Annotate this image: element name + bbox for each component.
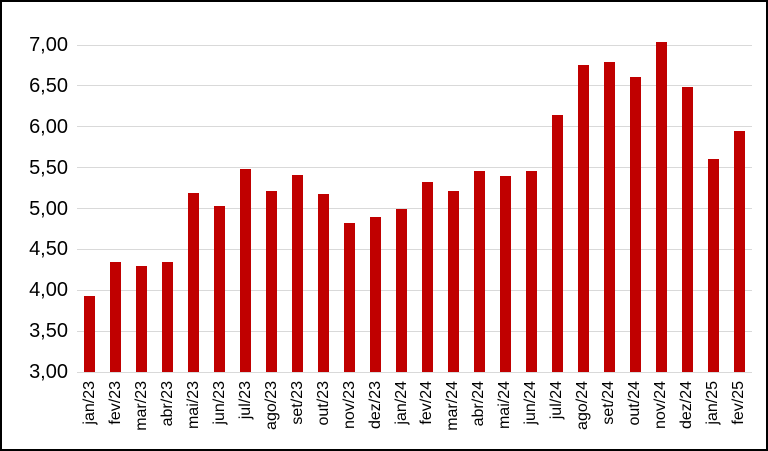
y-tick-label-7,00: 7,00	[29, 34, 68, 56]
x-tick-label-set/24: set/24	[600, 381, 618, 425]
x-tick-label-abr/24: abr/24	[470, 381, 488, 427]
y-tick-label-5,50: 5,50	[29, 156, 68, 179]
bar-jun/24	[525, 170, 537, 372]
x-tick-label-jan/25: jan/25	[704, 381, 722, 425]
y-tick-label-3,50: 3,50	[29, 320, 68, 343]
bar-fev/23	[110, 262, 122, 372]
bar-mar/23	[136, 265, 148, 372]
bar-jan/24	[396, 209, 408, 372]
bar-nov/23	[344, 223, 356, 372]
bar-nov/24	[655, 41, 667, 372]
x-tick-label-mai/23: mai/23	[184, 381, 202, 430]
x-tick-label-mar/23: mar/23	[132, 381, 150, 431]
bar-jan/23	[84, 295, 96, 372]
bar-abr/23	[162, 261, 174, 372]
bar-dez/24	[681, 86, 693, 372]
bar-out/24	[629, 76, 641, 372]
x-tick-label-dez/23: dez/23	[366, 381, 384, 430]
bar-jul/24	[551, 115, 563, 372]
x-tick-label-jul/24: jul/24	[548, 381, 566, 420]
bar-dez/23	[370, 217, 382, 372]
bar-jun/23	[214, 206, 226, 372]
bar-set/23	[292, 174, 304, 372]
x-tick-label-fev/24: fev/24	[418, 381, 436, 425]
x-tick-label-ago/23: ago/23	[262, 381, 280, 430]
bar-out/23	[318, 193, 330, 372]
bar-abr/24	[473, 170, 485, 372]
x-tick-label-dez/24: dez/24	[678, 381, 696, 430]
bar-mai/23	[188, 192, 200, 372]
bar-ago/24	[577, 65, 589, 372]
x-tick-label-ago/24: ago/24	[574, 381, 592, 430]
x-tick-label-jun/23: jun/23	[210, 381, 228, 425]
x-tick-label-out/23: out/23	[314, 381, 332, 426]
bar-mai/24	[499, 175, 511, 372]
y-tick-label-5,00: 5,00	[29, 197, 68, 220]
gridline-6,50	[77, 85, 752, 87]
x-tick-label-mai/24: mai/24	[496, 381, 514, 430]
x-tick-label-jun/24: jun/24	[522, 381, 540, 425]
y-tick-label-4,00: 4,00	[29, 279, 68, 302]
gridline-5,00	[77, 208, 752, 209]
x-tick-label-out/24: out/24	[626, 381, 644, 426]
gridline-3,50	[77, 330, 752, 332]
x-tick-label-abr/23: abr/23	[158, 381, 176, 427]
y-tick-label-3,00: 3,00	[29, 361, 68, 383]
x-tick-label-mar/24: mar/24	[444, 381, 462, 431]
gridline-7,00	[77, 44, 752, 46]
bar-ago/23	[266, 190, 278, 372]
gridline-4,50	[77, 248, 752, 250]
gridline-3,00	[77, 371, 752, 373]
bar-set/24	[603, 62, 615, 372]
gridline-4,00	[77, 289, 752, 291]
bar-fev/25	[733, 130, 745, 372]
x-tick-label-fev/25: fev/25	[730, 381, 748, 425]
x-tick-label-jan/23: jan/23	[80, 381, 98, 425]
y-tick-label-4,50: 4,50	[29, 238, 68, 261]
x-tick-label-nov/23: nov/23	[340, 381, 358, 430]
x-tick-label-jul/23: jul/23	[236, 381, 254, 420]
x-tick-label-jan/24: jan/24	[392, 381, 410, 425]
y-tick-label-6,50: 6,50	[29, 74, 68, 97]
bar-jan/25	[707, 158, 719, 372]
x-tick-label-nov/24: nov/24	[652, 381, 670, 430]
bar-mar/24	[447, 190, 459, 372]
x-tick-label-set/23: set/23	[288, 381, 306, 425]
bar-fev/24	[421, 181, 433, 372]
y-tick-label-6,00: 6,00	[29, 115, 68, 138]
x-tick-label-fev/23: fev/23	[106, 381, 124, 425]
gridline-5,50	[77, 167, 752, 169]
bar-jul/23	[240, 169, 252, 372]
gridline-6,00	[77, 126, 752, 128]
